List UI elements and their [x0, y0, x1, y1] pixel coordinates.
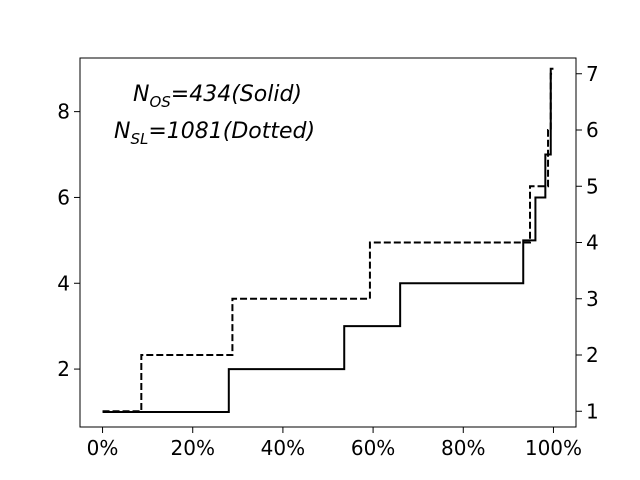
- plot-frame: [79, 57, 577, 428]
- annotation-sl-rest: =1081(Dotted): [148, 119, 315, 144]
- x-tick-label: 40%: [261, 436, 305, 460]
- y-right-tick-label: 4: [586, 231, 599, 255]
- y-right-tick-label: 1: [586, 399, 599, 423]
- annotation-sl: NSL=1081(Dotted): [114, 119, 315, 148]
- series-sl-dashed-line: [102, 72, 554, 413]
- y-right-tick-label: 7: [586, 62, 599, 86]
- annotation-os-rest: =434(Solid): [171, 82, 302, 107]
- y-right-tick-label: 2: [586, 343, 599, 367]
- x-tick-label: 80%: [441, 436, 485, 460]
- x-tick-label: 20%: [171, 436, 215, 460]
- y-left-tick-label: 2: [57, 357, 70, 381]
- annotation-os-sub: OS: [149, 93, 171, 111]
- y-axis-left: 2 4 6 8: [57, 100, 80, 381]
- plot-area: [80, 58, 576, 427]
- x-tick-label: 60%: [351, 436, 395, 460]
- annotation-sl-sub: SL: [130, 130, 148, 148]
- y-right-tick-label: 6: [586, 118, 599, 142]
- annotation-os: NOS=434(Solid): [133, 82, 302, 111]
- x-axis: 0% 20% 40% 60% 80% 100%: [87, 427, 582, 460]
- series-layer: [102, 67, 554, 413]
- x-tick-label: 0%: [87, 436, 119, 460]
- y-left-tick-label: 8: [57, 100, 70, 124]
- y-left-tick-label: 4: [57, 271, 70, 295]
- annotation-os-base: N: [133, 82, 149, 107]
- y-right-tick-label: 3: [586, 287, 599, 311]
- y-right-tick-label: 5: [586, 174, 599, 198]
- x-tick-label: 100%: [525, 436, 582, 460]
- y-left-tick-label: 6: [57, 185, 70, 209]
- y-axis-right: 1 2 3 4 5 6 7: [576, 62, 599, 423]
- annotation-sl-base: N: [114, 119, 130, 144]
